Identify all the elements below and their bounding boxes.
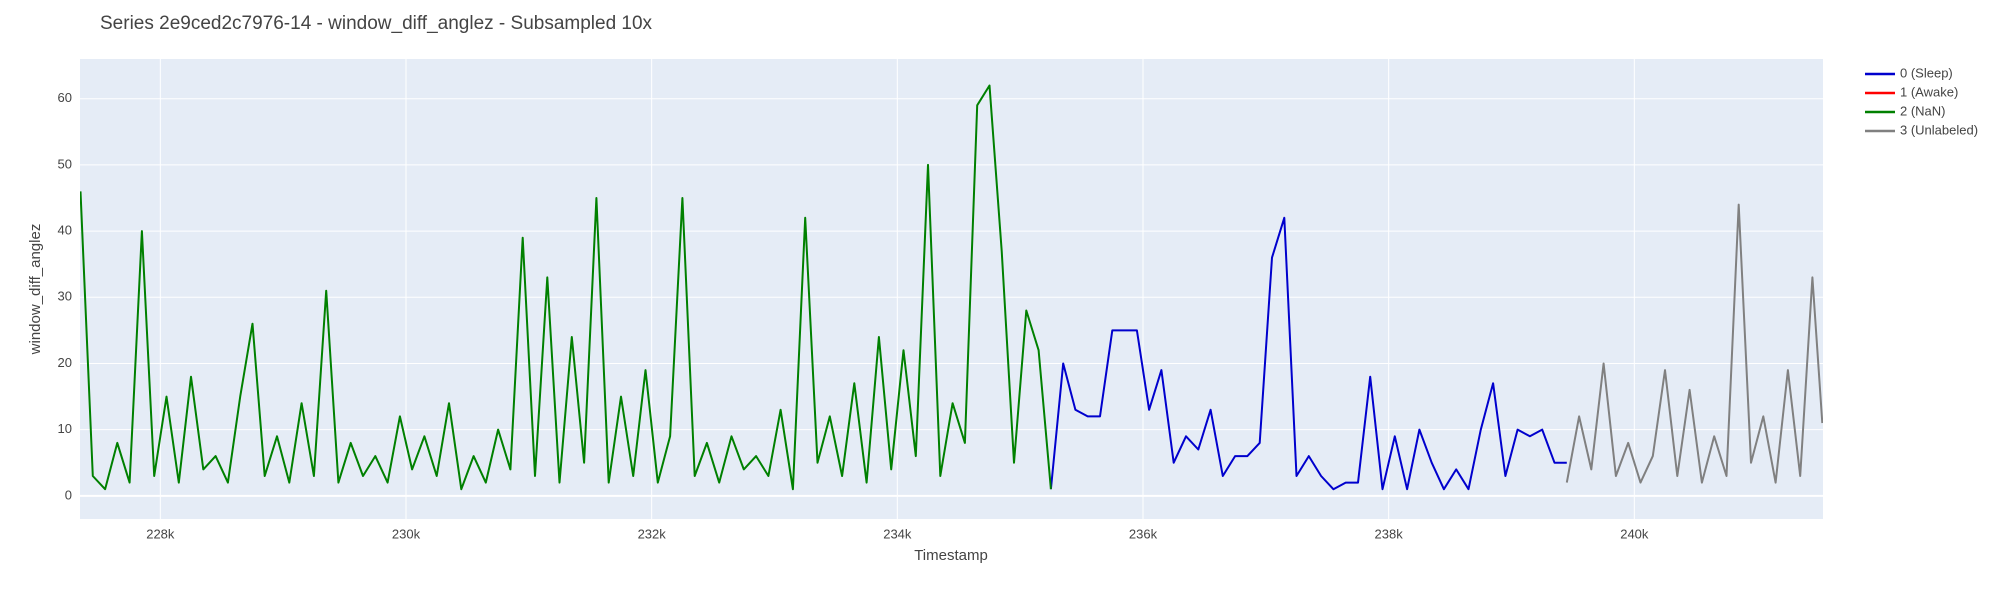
x-tick-label: 230k bbox=[392, 526, 421, 541]
legend: 0 (Sleep) 1 (Awake) 2 (NaN) 3 (Unlabeled) bbox=[1865, 65, 1978, 137]
x-tick-label: 228k bbox=[146, 526, 175, 541]
y-tick-label: 30 bbox=[58, 289, 72, 304]
chart-title: Series 2e9ced2c7976-14 - window_diff_ang… bbox=[100, 13, 653, 34]
y-tick-label: 10 bbox=[58, 421, 72, 436]
x-tick-label: 234k bbox=[883, 526, 912, 541]
legend-label: 0 (Sleep) bbox=[1900, 65, 1953, 80]
legend-label: 3 (Unlabeled) bbox=[1900, 122, 1978, 137]
y-tick-label: 50 bbox=[58, 156, 72, 171]
legend-label: 2 (NaN) bbox=[1900, 103, 1946, 118]
x-axis-label: Timestamp bbox=[914, 547, 988, 564]
grid bbox=[80, 59, 1823, 519]
x-tick-label: 236k bbox=[1129, 526, 1158, 541]
y-axis-label: window_diff_anglez bbox=[27, 224, 44, 356]
y-tick-label: 20 bbox=[58, 355, 72, 370]
x-tick-label: 240k bbox=[1620, 526, 1649, 541]
series-line bbox=[80, 84, 1052, 491]
series-line bbox=[1049, 216, 1567, 491]
plot-area bbox=[80, 59, 1823, 519]
series-line bbox=[1565, 203, 1823, 484]
lines bbox=[80, 84, 1823, 491]
x-tick-label: 232k bbox=[638, 526, 667, 541]
legend-label: 1 (Awake) bbox=[1900, 84, 1958, 99]
x-tick-label: 238k bbox=[1375, 526, 1404, 541]
y-tick-label: 60 bbox=[58, 90, 72, 105]
y-tick-label: 0 bbox=[65, 487, 72, 502]
y-tick-label: 40 bbox=[58, 223, 72, 238]
